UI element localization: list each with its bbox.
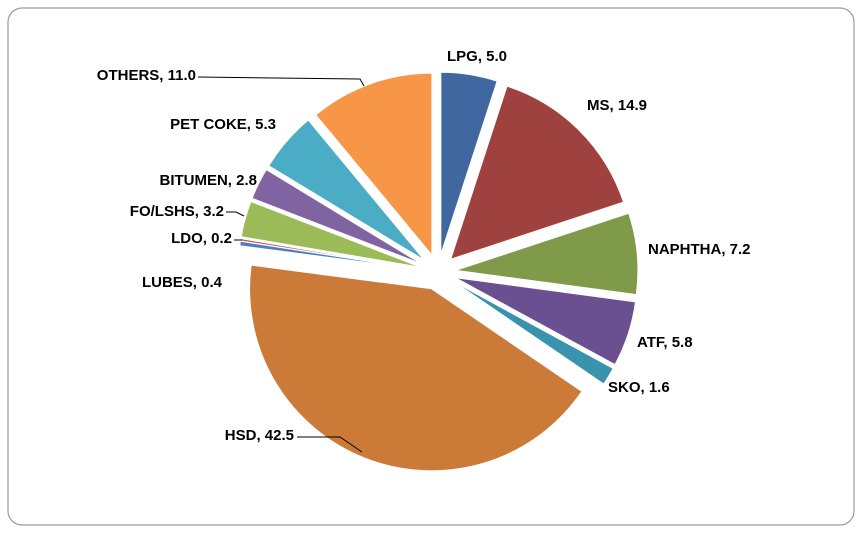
data-label: SKO, 1.6 xyxy=(608,379,670,396)
labels: LPG, 5.0 MS, 14.9 NAPHTHA, 7.2 ATF, 5.8 SKO,… xyxy=(97,48,751,453)
chart-frame xyxy=(7,7,855,526)
data-label: OTHERS, 11.0 xyxy=(97,67,196,84)
data-label: MS, 14.9 xyxy=(587,97,647,114)
data-label: HSD, 42.5 xyxy=(225,427,294,444)
pie-slice xyxy=(268,119,425,261)
data-label: NAPHTHA, 7.2 xyxy=(648,241,751,258)
pie-slice xyxy=(240,200,421,268)
pie-slice xyxy=(455,212,639,296)
pie-slice xyxy=(440,71,498,255)
leader-line xyxy=(197,76,365,87)
data-label: ATF, 5.8 xyxy=(637,334,693,351)
slices xyxy=(239,71,639,472)
pie-slice xyxy=(315,72,433,257)
leader-line xyxy=(297,436,363,453)
leader-line xyxy=(226,211,245,217)
data-label: LUBES, 0.4 xyxy=(142,274,223,291)
pie-slice xyxy=(449,85,625,261)
pie-slice xyxy=(249,264,583,472)
pie-slice xyxy=(454,277,637,366)
data-label: LPG, 5.0 xyxy=(447,48,507,65)
pie-slice xyxy=(453,280,614,385)
data-label: FO/LSHS, 3.2 xyxy=(130,203,224,220)
data-label: PET COKE, 5.3 xyxy=(170,116,276,133)
data-label: LDO, 0.2 xyxy=(171,230,232,247)
pie-slice xyxy=(251,168,423,265)
data-label: BITUMEN, 2.8 xyxy=(159,172,257,189)
